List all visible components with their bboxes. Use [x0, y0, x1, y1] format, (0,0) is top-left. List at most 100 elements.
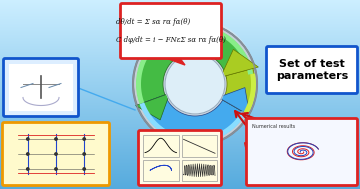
Bar	[0, 45, 360, 46]
Bar	[0, 14, 360, 15]
Bar	[0, 24, 360, 25]
Circle shape	[135, 24, 255, 144]
Bar	[0, 144, 360, 145]
Bar	[0, 8, 360, 9]
Bar	[0, 173, 360, 174]
Bar	[0, 166, 360, 167]
Polygon shape	[243, 73, 256, 115]
Bar	[0, 12, 360, 13]
Polygon shape	[223, 68, 255, 114]
Bar	[0, 82, 360, 83]
Bar	[0, 160, 360, 161]
Bar	[0, 66, 360, 67]
Bar	[0, 186, 360, 187]
Bar	[0, 163, 360, 164]
Bar	[0, 135, 360, 136]
Bar	[0, 18, 360, 19]
Bar	[0, 159, 360, 160]
Bar	[0, 127, 360, 128]
Bar	[0, 52, 360, 53]
Bar	[0, 128, 360, 129]
Bar	[0, 103, 360, 104]
Circle shape	[165, 54, 225, 114]
Bar	[0, 19, 360, 20]
Bar	[0, 123, 360, 124]
Bar	[0, 3, 360, 4]
Bar	[0, 157, 360, 158]
Bar	[0, 184, 360, 185]
Bar	[0, 106, 360, 107]
Bar	[0, 104, 360, 105]
Bar	[0, 27, 360, 28]
Bar	[0, 133, 360, 134]
Polygon shape	[140, 95, 245, 142]
Bar	[0, 75, 360, 76]
Bar	[0, 77, 360, 78]
Bar	[0, 108, 360, 109]
Bar	[0, 38, 360, 39]
Bar	[0, 73, 360, 74]
Bar	[0, 153, 360, 154]
FancyBboxPatch shape	[4, 59, 78, 116]
Bar	[0, 60, 360, 61]
Bar	[0, 31, 360, 32]
Bar	[0, 112, 360, 113]
Bar	[0, 180, 360, 181]
Bar	[0, 117, 360, 118]
Bar	[0, 132, 360, 133]
Bar	[0, 11, 360, 12]
Bar	[0, 171, 360, 172]
Bar	[0, 59, 360, 60]
Bar	[0, 121, 360, 122]
Bar	[0, 89, 360, 90]
Bar	[181, 160, 217, 181]
Circle shape	[135, 19, 255, 139]
Bar	[0, 155, 360, 156]
Bar	[0, 115, 360, 116]
Bar	[0, 167, 360, 168]
Bar	[0, 16, 360, 17]
Bar	[0, 0, 360, 1]
Bar	[0, 174, 360, 175]
Bar	[0, 140, 360, 141]
Bar	[0, 46, 360, 47]
Bar	[0, 172, 360, 173]
Bar	[0, 143, 360, 144]
Bar	[0, 85, 360, 86]
Circle shape	[166, 55, 224, 113]
Bar	[0, 37, 360, 38]
Bar	[0, 61, 360, 62]
Polygon shape	[163, 57, 185, 65]
FancyBboxPatch shape	[139, 130, 221, 185]
Bar	[0, 65, 360, 66]
Bar	[0, 187, 360, 188]
Polygon shape	[136, 93, 170, 120]
Bar	[0, 122, 360, 123]
Bar	[0, 109, 360, 110]
Bar	[0, 182, 360, 183]
Bar	[0, 156, 360, 157]
Circle shape	[133, 22, 257, 146]
Bar	[0, 178, 360, 179]
FancyBboxPatch shape	[247, 119, 357, 185]
Bar	[0, 70, 360, 71]
Bar	[0, 44, 360, 45]
Bar	[0, 76, 360, 77]
Bar	[0, 141, 360, 142]
Bar	[0, 152, 360, 153]
Bar	[143, 135, 179, 156]
Bar	[0, 98, 360, 99]
Bar	[0, 154, 360, 155]
Bar	[0, 158, 360, 159]
Bar	[0, 23, 360, 24]
Bar	[0, 62, 360, 63]
Bar	[0, 139, 360, 140]
Bar	[0, 148, 360, 149]
Circle shape	[83, 153, 85, 155]
Bar	[0, 34, 360, 35]
Bar	[0, 71, 360, 72]
Bar	[0, 7, 360, 8]
Bar	[0, 164, 360, 165]
Bar	[0, 151, 360, 152]
Bar	[0, 165, 360, 166]
